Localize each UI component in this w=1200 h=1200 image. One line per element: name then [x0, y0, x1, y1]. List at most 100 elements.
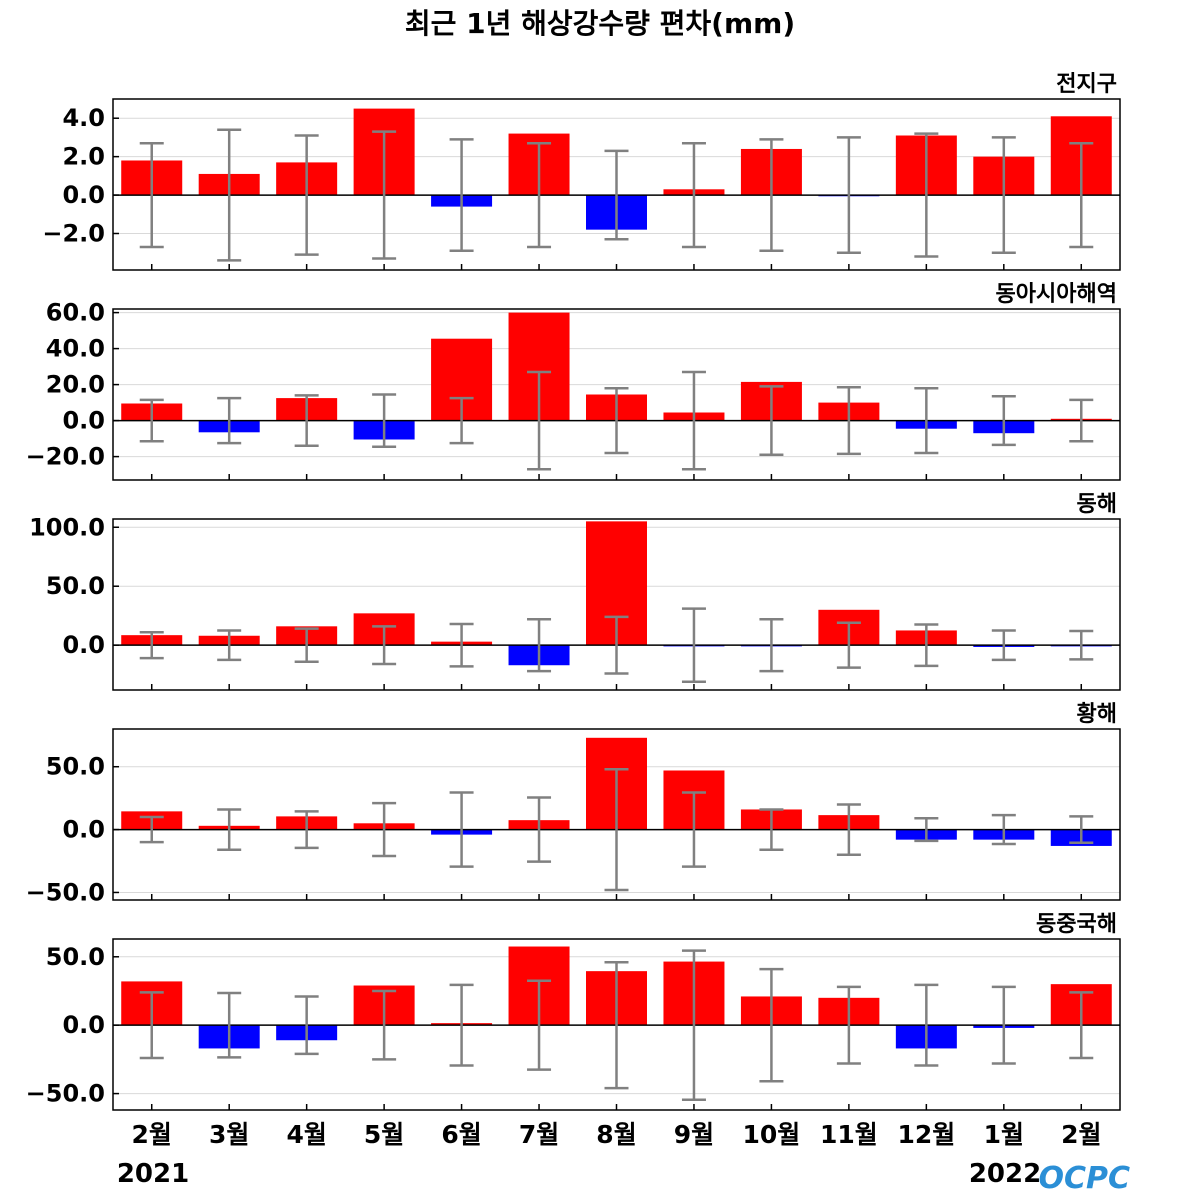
- error-bar: [449, 396, 474, 445]
- error-bar: [217, 396, 242, 445]
- error-bar: [681, 141, 706, 249]
- year-start-label: 2021: [117, 1159, 189, 1189]
- error-bar: [1069, 991, 1094, 1060]
- y-tick-label: 20.0: [46, 371, 105, 399]
- error-bar: [139, 630, 164, 660]
- error-bar: [449, 138, 474, 253]
- y-tick-label: 0.0: [62, 631, 105, 659]
- ocpc-logo: OCPC: [1038, 1161, 1130, 1196]
- error-bar: [139, 815, 164, 844]
- y-tick-label: −20.0: [26, 443, 105, 471]
- error-bar: [1069, 629, 1094, 661]
- y-tick-label: 40.0: [46, 335, 105, 363]
- y-tick-label: 0.0: [62, 407, 105, 435]
- error-bar: [527, 796, 552, 863]
- error-bar: [294, 134, 319, 256]
- x-tick-label: 3월: [209, 1120, 249, 1149]
- error-bar: [294, 995, 319, 1056]
- x-tick-label: 6월: [441, 1120, 481, 1149]
- error-bar: [372, 625, 397, 666]
- x-tick-label: 2월: [132, 1120, 172, 1149]
- error-bar: [1069, 815, 1094, 845]
- error-bar: [759, 967, 784, 1083]
- panel-label: 동해: [1077, 492, 1117, 517]
- x-tick-label: 4월: [286, 1120, 326, 1149]
- x-tick-label: 12월: [897, 1120, 955, 1149]
- y-tick-label: −2.0: [42, 219, 105, 247]
- error-bar: [372, 393, 397, 448]
- error-bar: [527, 141, 552, 249]
- error-bar: [1069, 398, 1094, 443]
- panel-1: 4.0 2.0 0.0 −2.0 전지구: [42, 72, 1121, 271]
- panel-3: 100.0 50.0 0.0 동해: [29, 492, 1121, 691]
- y-tick-label: 50.0: [46, 572, 105, 600]
- chart-title: 최근 1년 해상강수량 편차(mm): [405, 7, 795, 40]
- error-bar: [991, 629, 1016, 662]
- error-bar: [991, 395, 1016, 447]
- error-bar: [604, 386, 629, 455]
- error-bar: [681, 949, 706, 1101]
- x-tick-label: 5월: [364, 1120, 404, 1149]
- error-bar: [759, 138, 784, 253]
- year-end-label: 2022: [969, 1159, 1041, 1189]
- error-bar: [991, 985, 1016, 1065]
- error-bar: [294, 394, 319, 448]
- y-tick-label: 0.0: [62, 816, 105, 844]
- y-tick-label: 60.0: [46, 299, 105, 327]
- error-bar: [139, 141, 164, 249]
- error-bar: [759, 385, 784, 457]
- error-bar: [217, 991, 242, 1059]
- x-tick-label: 7월: [519, 1120, 559, 1149]
- x-tick-label: 1월: [984, 1120, 1024, 1149]
- panel-2: 60.0 40.0 20.0 0.0 −20.0 동아시아해역: [26, 282, 1121, 481]
- error-bar: [759, 617, 784, 673]
- y-tick-label: 100.0: [29, 513, 105, 541]
- panel-label: 황해: [1077, 702, 1117, 727]
- error-bar: [604, 149, 629, 241]
- error-bar: [604, 615, 629, 675]
- y-tick-label: 50.0: [46, 753, 105, 781]
- panel-label: 전지구: [1056, 72, 1117, 97]
- error-bar: [991, 136, 1016, 254]
- error-bar: [449, 983, 474, 1067]
- y-tick-label: 50.0: [46, 943, 105, 971]
- error-bar: [1069, 141, 1094, 249]
- error-bar: [681, 607, 706, 683]
- error-bar: [914, 132, 939, 258]
- panel-4: 50.0 0.0 −50.0 황해: [26, 702, 1121, 906]
- error-bar: [372, 989, 397, 1061]
- error-bar: [836, 386, 861, 456]
- x-tick-label: 9월: [674, 1120, 714, 1149]
- error-bar: [527, 979, 552, 1071]
- error-bar: [604, 961, 629, 1090]
- y-tick-label: 0.0: [62, 181, 105, 209]
- error-bar: [604, 767, 629, 892]
- panel-label: 동아시아해역: [996, 282, 1117, 307]
- error-bar: [681, 791, 706, 868]
- y-tick-label: 2.0: [62, 143, 105, 171]
- error-bar: [914, 386, 939, 455]
- error-bar: [759, 808, 784, 851]
- error-bar: [449, 791, 474, 868]
- x-tick-label: 11월: [820, 1120, 878, 1149]
- error-bar: [914, 623, 939, 668]
- error-bar: [836, 803, 861, 856]
- panel-label: 동중국해: [1036, 912, 1117, 937]
- error-bar: [836, 621, 861, 669]
- error-bar: [527, 370, 552, 471]
- error-bar: [294, 810, 319, 850]
- y-tick-label: 0.0: [62, 1011, 105, 1039]
- error-bar: [836, 985, 861, 1065]
- error-bar: [217, 128, 242, 262]
- panel-5: 50.0 0.0 −50.0 동중국해: [26, 912, 1121, 1111]
- error-bar: [217, 629, 242, 662]
- error-bar: [991, 813, 1016, 846]
- error-bar: [294, 627, 319, 663]
- error-bar: [449, 622, 474, 668]
- y-tick-label: 4.0: [62, 104, 105, 132]
- error-bar: [681, 370, 706, 471]
- error-bar: [372, 130, 397, 260]
- x-tick-label: 10월: [743, 1120, 801, 1149]
